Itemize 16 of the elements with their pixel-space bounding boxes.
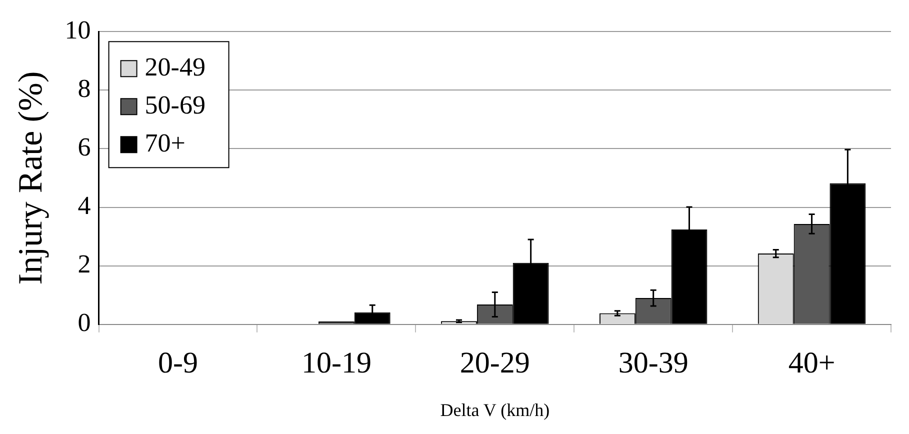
legend-label: 20-49: [144, 52, 206, 82]
legend-label: 70+: [144, 128, 186, 158]
y-tick-label: 0: [78, 308, 91, 338]
y-tick-label: 10: [64, 15, 91, 44]
legend-label: 50-69: [144, 90, 206, 120]
x-tick-label: 30-39: [618, 346, 688, 380]
y-tick-label: 4: [78, 191, 91, 220]
y-tick-label: 2: [78, 250, 91, 279]
x-tick-label: 40+: [788, 346, 836, 380]
y-tick-label: 6: [78, 132, 91, 162]
y-tick-label: 8: [78, 74, 91, 103]
x-tick-label: 20-29: [460, 346, 530, 380]
y-axis-title: Injury Rate (%): [12, 71, 50, 285]
x-tick-label: 10-19: [301, 346, 372, 380]
x-tick-label: 0-9: [158, 346, 198, 380]
x-axis-title: Delta V (km/h): [440, 400, 550, 420]
